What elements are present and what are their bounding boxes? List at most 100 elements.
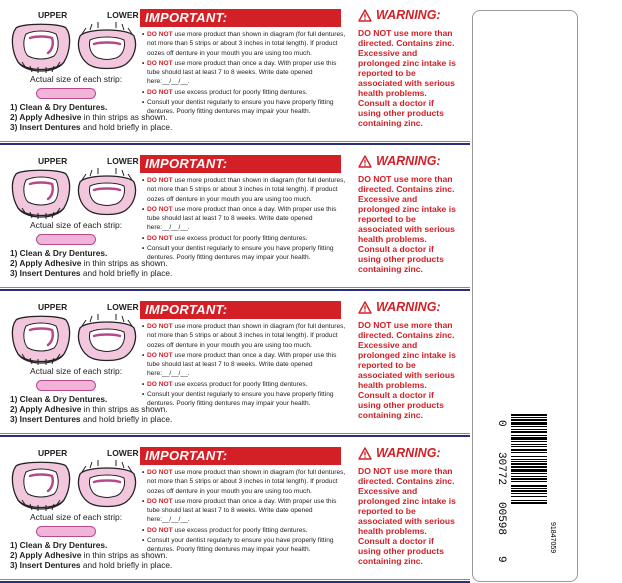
step-3: 3) Insert Dentures and hold briefly in p… [10,414,173,424]
upper-label: UPPER [38,302,68,312]
warning-text: DO NOT use more than directed. Contains … [358,28,456,128]
upper-denture-icon [11,23,71,73]
warning-text: DO NOT use more than directed. Contains … [358,466,456,566]
label-panels: UPPER LOWER Actual size of each strip: [0,0,470,583]
barcode-bar [511,459,547,460]
lower-denture-icon [77,460,137,508]
usage-steps: 1) Clean & Dry Dentures. 2) Apply Adhesi… [10,540,172,570]
warning-triangle-icon [358,9,372,22]
important-item-1: DO NOT use more product than shown in di… [142,322,348,350]
adhesive-strip-sample [36,88,96,99]
barcode-bar [511,500,547,501]
warning-heading: WARNING: [376,154,441,168]
important-item-3: DO NOT use excess product for poorly fit… [142,88,348,98]
usage-steps: 1) Clean & Dry Dentures. 2) Apply Adhesi… [10,394,172,424]
lower-label: LOWER [107,302,139,312]
important-item-4: Consult your dentist regularly to ensure… [142,390,348,409]
important-item-3: DO NOT use excess product for poorly fit… [142,234,348,244]
important-item-4: Consult your dentist regularly to ensure… [142,536,348,555]
step-2: 2) Apply Adhesive in thin strips as show… [10,258,168,268]
step-2: 2) Apply Adhesive in thin strips as show… [10,550,168,560]
step-3: 3) Insert Dentures and hold briefly in p… [10,268,173,278]
upper-denture-icon [11,169,71,219]
important-heading: IMPORTANT: [140,155,341,173]
barcode-bar [511,435,547,436]
instruction-panel-3: UPPER LOWER Actual size of each strip: [0,292,470,434]
barcode-bar [511,441,547,442]
strip-size-caption: Actual size of each strip: [30,366,123,376]
warning-heading: WARNING: [376,300,441,314]
important-item-1: DO NOT use more product than shown in di… [142,468,348,496]
panel-divider [0,579,470,583]
adhesive-strip-sample [36,234,96,245]
barcode-bar [511,452,547,453]
important-list: DO NOT use more product than shown in di… [142,468,348,556]
warning-heading: WARNING: [376,446,441,460]
warning-triangle-icon [358,447,372,460]
lower-label: LOWER [107,156,139,166]
important-item-4: Consult your dentist regularly to ensure… [142,98,348,117]
important-item-2: DO NOT use more product than once a day.… [142,59,348,87]
barcode-bar [511,476,547,477]
barcode-bar [511,481,547,482]
barcode-bar [511,463,547,465]
lower-label: LOWER [107,10,139,20]
important-item-4: Consult your dentist regularly to ensure… [142,244,348,263]
barcode-bar [511,429,547,430]
barcode-bar [511,490,547,492]
barcode-bar [511,478,547,480]
strip-size-caption: Actual size of each strip: [30,512,123,522]
step-3: 3) Insert Dentures and hold briefly in p… [10,122,173,132]
warning-triangle-icon [358,155,372,168]
important-item-2: DO NOT use more product than once a day.… [142,497,348,525]
barcode-bar [511,469,547,472]
important-item-2: DO NOT use more product than once a day.… [142,205,348,233]
panel-divider [0,433,470,437]
strip-size-caption: Actual size of each strip: [30,74,123,84]
barcode-bar [511,426,547,427]
barcode-bar [511,414,547,416]
barcode-bar [511,502,547,504]
important-list: DO NOT use more product than shown in di… [142,30,348,118]
step-2: 2) Apply Adhesive in thin strips as show… [10,112,168,122]
upper-denture-icon [11,315,71,365]
upper-label: UPPER [38,10,68,20]
step-3: 3) Insert Dentures and hold briefly in p… [10,560,173,570]
step-1: 1) Clean & Dry Dentures. [10,540,108,550]
important-item-2: DO NOT use more product than once a day.… [142,351,348,379]
instruction-panel-4: UPPER LOWER Actual size of each strip: [0,438,470,580]
important-heading: IMPORTANT: [140,9,341,27]
adhesive-strip-sample [36,526,96,537]
barcode-bar [511,437,547,440]
lower-denture-icon [77,314,137,362]
lower-denture-icon [77,22,137,70]
warning-triangle-icon [358,301,372,314]
lower-label: LOWER [107,448,139,458]
barcode-bar [511,422,547,425]
barcode-code: 91847059 [549,522,556,553]
barcode-left-group: 30772 [495,452,507,485]
panel-divider [0,141,470,145]
important-item-3: DO NOT use excess product for poorly fit… [142,526,348,536]
barcode-bar [511,431,547,433]
upper-label: UPPER [38,156,68,166]
warning-text: DO NOT use more than directed. Contains … [358,320,456,420]
important-item-3: DO NOT use excess product for poorly fit… [142,380,348,390]
instruction-panel-2: UPPER LOWER Actual size of each strip: [0,146,470,288]
barcode-check-digit: 9 [495,556,507,563]
barcode-prefix: 0 [495,420,507,427]
barcode-bar [511,446,547,447]
important-item-1: DO NOT use more product than shown in di… [142,176,348,204]
barcode-right-group: 00598 [495,502,507,535]
strip-size-caption: Actual size of each strip: [30,220,123,230]
barcode: 0 30772 00598 9 91847059 [495,414,556,563]
step-1: 1) Clean & Dry Dentures. [10,248,108,258]
barcode-bars [511,414,547,504]
panel-divider [0,287,470,291]
important-heading: IMPORTANT: [140,301,341,319]
upper-label: UPPER [38,448,68,458]
usage-steps: 1) Clean & Dry Dentures. 2) Apply Adhesi… [10,248,172,278]
step-1: 1) Clean & Dry Dentures. [10,102,108,112]
step-1: 1) Clean & Dry Dentures. [10,394,108,404]
barcode-bar [511,488,547,489]
